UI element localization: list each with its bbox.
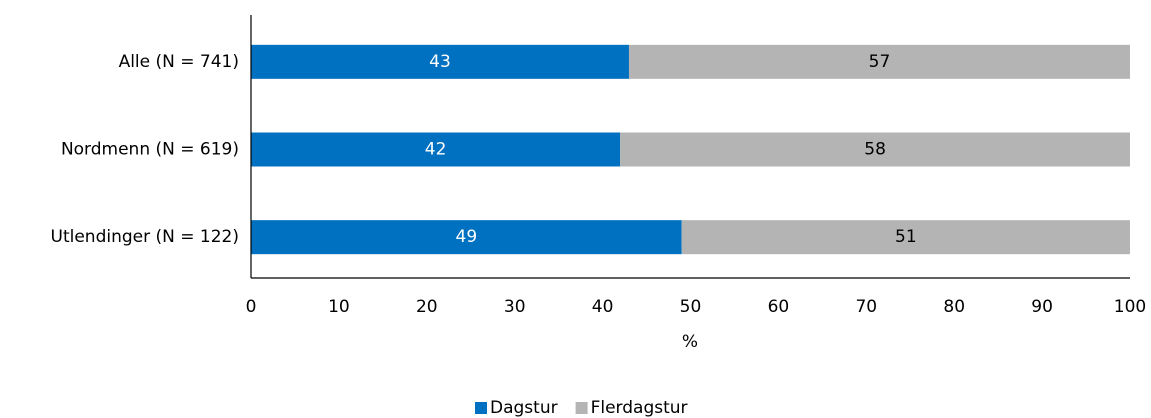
- legend-label: Dagstur: [490, 398, 558, 418]
- x-tick-label: 70: [855, 297, 877, 317]
- data-label: 57: [869, 52, 891, 72]
- data-label: 51: [895, 227, 917, 247]
- x-tick-label: 30: [504, 297, 526, 317]
- bar-segment: [251, 132, 621, 167]
- bar-segment: [620, 132, 1130, 167]
- data-label: 58: [864, 140, 886, 160]
- legend-swatch: [575, 402, 588, 414]
- data-label: 43: [429, 52, 451, 72]
- x-tick-label: 80: [943, 297, 965, 317]
- data-label: 49: [456, 227, 478, 247]
- y-tick-label: Utlendinger (N = 122): [51, 227, 239, 247]
- data-label: 42: [425, 140, 447, 160]
- x-axis-label: %: [682, 332, 698, 352]
- x-tick-label: 50: [680, 297, 702, 317]
- legend-label: Flerdagstur: [591, 398, 688, 418]
- x-tick-label: 100: [1114, 297, 1146, 317]
- x-tick-label: 40: [592, 297, 614, 317]
- x-tick-label: 20: [416, 297, 438, 317]
- x-tick-label: 60: [768, 297, 790, 317]
- bar-segment: [251, 44, 629, 79]
- x-tick-label: 0: [246, 297, 257, 317]
- bar-segment: [251, 220, 682, 255]
- bar-segment: [681, 220, 1130, 255]
- x-tick-label: 90: [1031, 297, 1053, 317]
- y-tick-label: Nordmenn (N = 619): [61, 140, 239, 160]
- legend-swatch: [475, 402, 487, 414]
- x-tick-label: 10: [328, 297, 350, 317]
- y-tick-label: Alle (N = 741): [119, 52, 239, 72]
- bar-segment: [628, 44, 1130, 79]
